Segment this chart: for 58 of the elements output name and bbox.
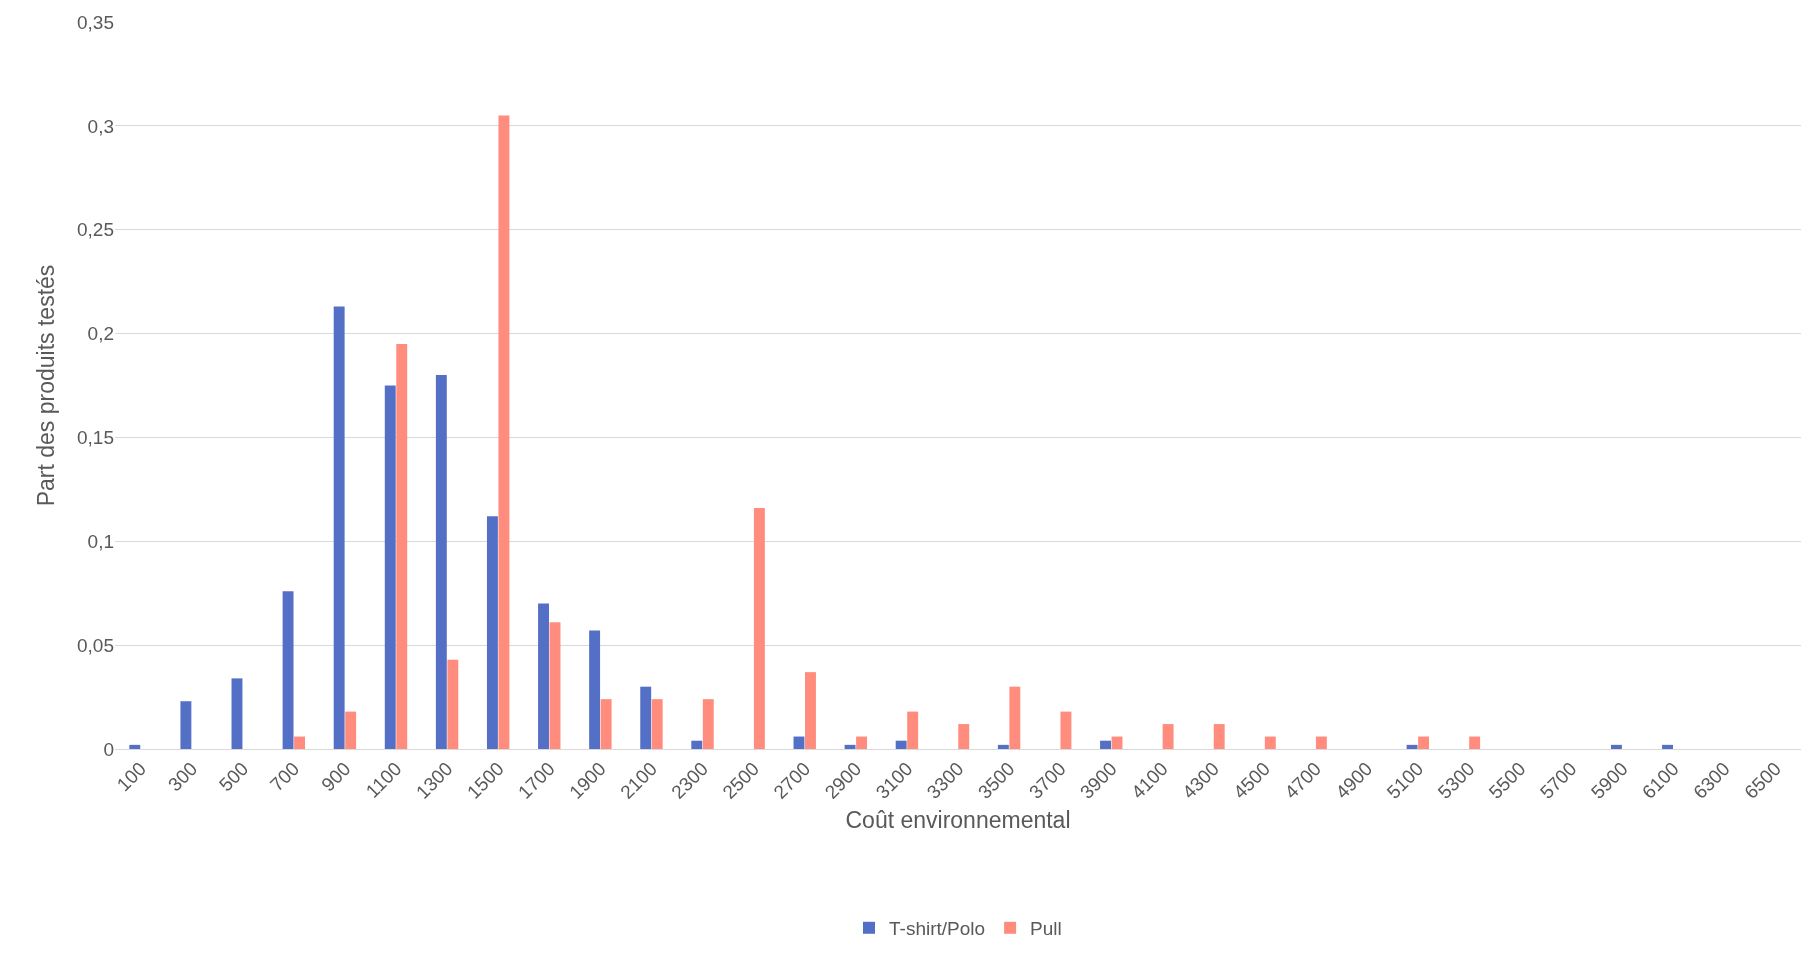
bar (384, 385, 396, 749)
y-tick-label: 0,2 (87, 323, 114, 345)
bar (1009, 686, 1021, 749)
bar (538, 603, 549, 749)
bar (345, 711, 357, 749)
bar (1213, 724, 1225, 749)
bar (1315, 736, 1327, 749)
legend-label: T-shirt/Polo (889, 918, 986, 940)
bar (282, 591, 294, 749)
bar (907, 711, 919, 749)
bar (498, 115, 510, 749)
bar (753, 508, 765, 749)
y-tick-label: 0,1 (87, 530, 114, 552)
x-tick-label: 900 (317, 758, 355, 796)
bar (958, 724, 970, 749)
bar (294, 736, 306, 749)
bar (1162, 724, 1174, 749)
bar (549, 622, 561, 749)
y-tick-label: 0 (103, 738, 114, 760)
x-tick-label: 700 (266, 758, 304, 796)
y-tick-label: 0,35 (77, 11, 114, 33)
bar (1418, 736, 1430, 749)
bar (447, 659, 459, 749)
y-axis-title: Part des produits testés (33, 264, 60, 507)
bar (435, 375, 447, 749)
bar (1662, 744, 1673, 749)
bar (651, 699, 663, 749)
bar (691, 740, 703, 749)
bar (180, 701, 192, 749)
x-tick-label: 500 (215, 758, 253, 796)
bar (1060, 711, 1072, 749)
bar (1610, 744, 1622, 749)
bar (895, 740, 907, 749)
bar (486, 516, 498, 749)
bar (589, 630, 601, 749)
bar (333, 306, 345, 749)
bar (997, 744, 1009, 749)
bar (805, 672, 816, 749)
bar (1406, 744, 1418, 749)
y-tick-label: 0,05 (77, 634, 114, 656)
bar (702, 699, 714, 749)
x-axis-title: Coût environnemental (845, 807, 1071, 834)
y-tick-label: 0,3 (87, 115, 114, 137)
y-tick-label: 0,15 (77, 427, 114, 449)
bar (640, 686, 652, 749)
bar (600, 699, 612, 749)
bar (396, 343, 408, 749)
bar (129, 744, 141, 749)
bar (844, 744, 856, 749)
x-tick-label: 100 (112, 758, 151, 796)
legend-label: Pull (1030, 918, 1062, 940)
bar (1264, 736, 1276, 749)
bar (856, 736, 868, 749)
bar (1469, 736, 1481, 749)
bar (1100, 740, 1111, 749)
bar (231, 678, 243, 749)
y-tick-label: 0,25 (77, 219, 114, 241)
x-tick-label: 300 (163, 758, 202, 796)
